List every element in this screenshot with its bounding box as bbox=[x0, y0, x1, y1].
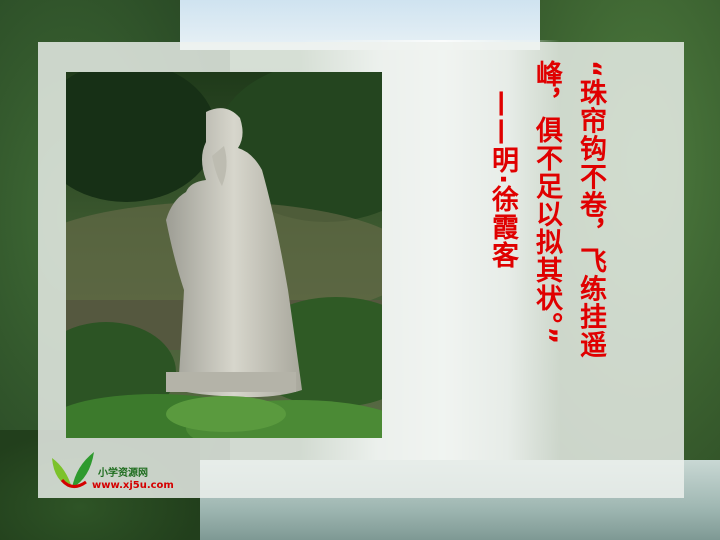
logo-name: 小学资源网 bbox=[98, 468, 148, 479]
verse-line-1: “珠帘钩不卷，飞练挂遥 bbox=[575, 60, 606, 359]
logo-url[interactable]: www.xj5u.com bbox=[92, 480, 174, 491]
verse-text: “珠帘钩不卷，飞练挂遥 峰，俱不足以拟其状。” ——明·徐霞客 bbox=[472, 60, 612, 480]
verse-line-2: 峰，俱不足以拟其状。” bbox=[531, 60, 562, 346]
verse-attribution: ——明·徐霞客 bbox=[487, 90, 518, 270]
logo-icon bbox=[46, 438, 98, 498]
statue-photo bbox=[66, 72, 382, 438]
site-logo[interactable]: 小学资源网 www.xj5u.com bbox=[42, 438, 202, 494]
